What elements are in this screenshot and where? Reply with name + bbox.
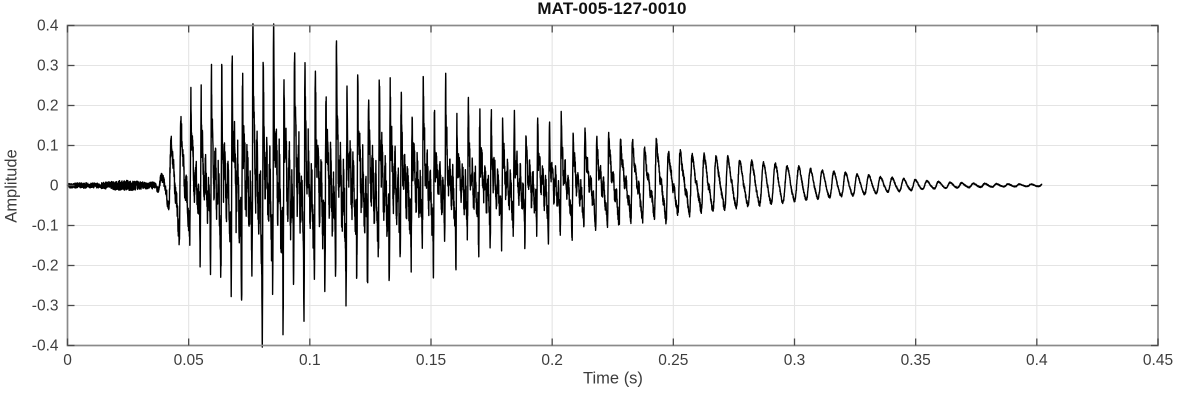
y-tick-label: -0.4: [31, 336, 59, 354]
x-axis-label: Time (s): [583, 369, 643, 388]
y-tick-label: 0.3: [36, 56, 59, 74]
y-tick-label: 0.4: [36, 16, 59, 34]
y-tick-label: -0.1: [31, 216, 59, 234]
x-tick-label: 0.05: [173, 351, 204, 369]
y-tick-label: 0: [49, 176, 59, 194]
x-tick-label: 0: [63, 351, 72, 369]
y-axis-label: Amplitude: [2, 149, 21, 223]
x-tick-label: 0.1: [299, 351, 321, 369]
x-tick-label: 0.15: [415, 351, 447, 369]
x-tick-label: 0.35: [900, 351, 931, 369]
x-tick-label: 0.3: [783, 351, 806, 369]
x-tick-label: 0.2: [541, 351, 563, 369]
y-tick-label: -0.2: [31, 256, 59, 274]
y-tick-label: -0.3: [31, 296, 59, 314]
chart-title: MAT-005-127-0010: [537, 0, 687, 18]
waveform-trace: [66, 23, 1043, 348]
x-tick-label: 0.45: [1142, 351, 1174, 369]
y-tick-label: 0.2: [36, 96, 59, 114]
x-tick-label: 0.4: [1026, 351, 1048, 369]
y-tick-label: 0.1: [36, 136, 59, 154]
x-tick-label: 0.25: [658, 351, 689, 369]
